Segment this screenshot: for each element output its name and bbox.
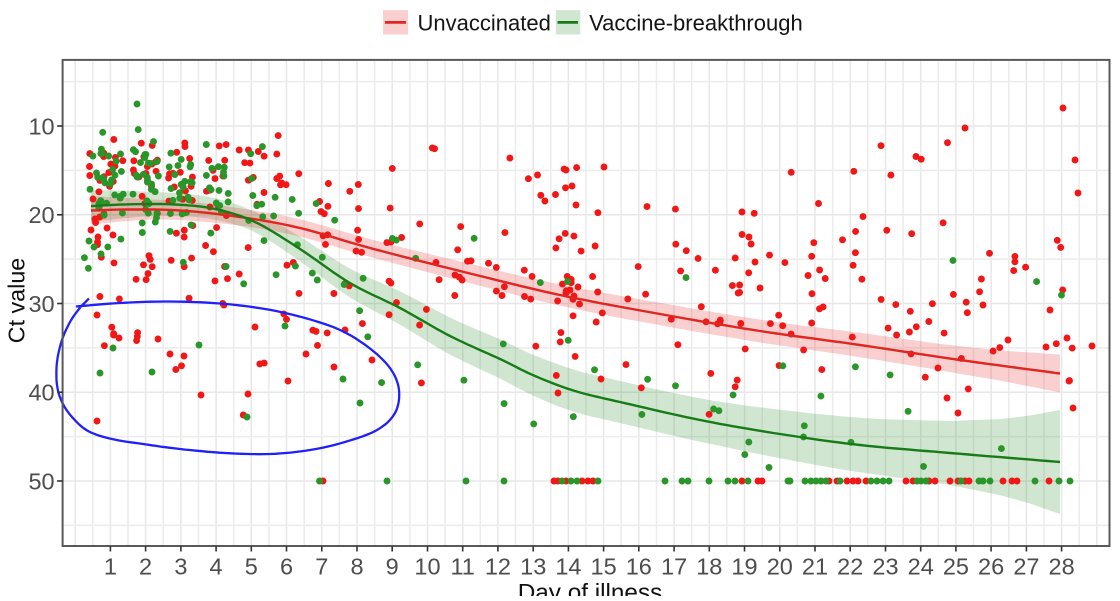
svg-text:28: 28 — [1049, 554, 1075, 580]
svg-text:8: 8 — [350, 554, 363, 580]
svg-text:6: 6 — [280, 554, 293, 580]
svg-text:22: 22 — [837, 554, 863, 580]
svg-text:16: 16 — [626, 554, 652, 580]
svg-text:20: 20 — [767, 554, 793, 580]
svg-text:14: 14 — [555, 554, 581, 580]
svg-text:27: 27 — [1013, 554, 1039, 580]
svg-text:Unvaccinated: Unvaccinated — [418, 11, 551, 36]
svg-text:24: 24 — [908, 554, 934, 580]
svg-text:12: 12 — [485, 554, 511, 580]
svg-text:50: 50 — [28, 468, 54, 494]
svg-text:17: 17 — [661, 554, 687, 580]
svg-text:10: 10 — [28, 113, 54, 139]
svg-text:11: 11 — [450, 554, 474, 580]
svg-text:21: 21 — [802, 554, 828, 580]
svg-text:Ct value: Ct value — [4, 258, 30, 343]
svg-text:2: 2 — [139, 554, 152, 580]
svg-text:20: 20 — [28, 202, 54, 228]
svg-text:30: 30 — [28, 291, 54, 317]
svg-text:1: 1 — [104, 554, 117, 580]
svg-text:15: 15 — [591, 554, 617, 580]
svg-text:10: 10 — [414, 554, 440, 580]
svg-text:3: 3 — [174, 554, 187, 580]
svg-text:5: 5 — [245, 554, 258, 580]
svg-text:19: 19 — [731, 554, 757, 580]
svg-text:26: 26 — [978, 554, 1004, 580]
svg-text:23: 23 — [872, 554, 898, 580]
svg-text:7: 7 — [315, 554, 328, 580]
svg-text:40: 40 — [28, 380, 54, 406]
svg-text:25: 25 — [943, 554, 969, 580]
svg-text:13: 13 — [520, 554, 546, 580]
svg-text:Vaccine-breakthrough: Vaccine-breakthrough — [589, 11, 803, 36]
svg-text:18: 18 — [696, 554, 722, 580]
svg-text:4: 4 — [210, 554, 223, 580]
svg-text:9: 9 — [386, 554, 399, 580]
svg-text:Day of illness: Day of illness — [518, 579, 663, 596]
